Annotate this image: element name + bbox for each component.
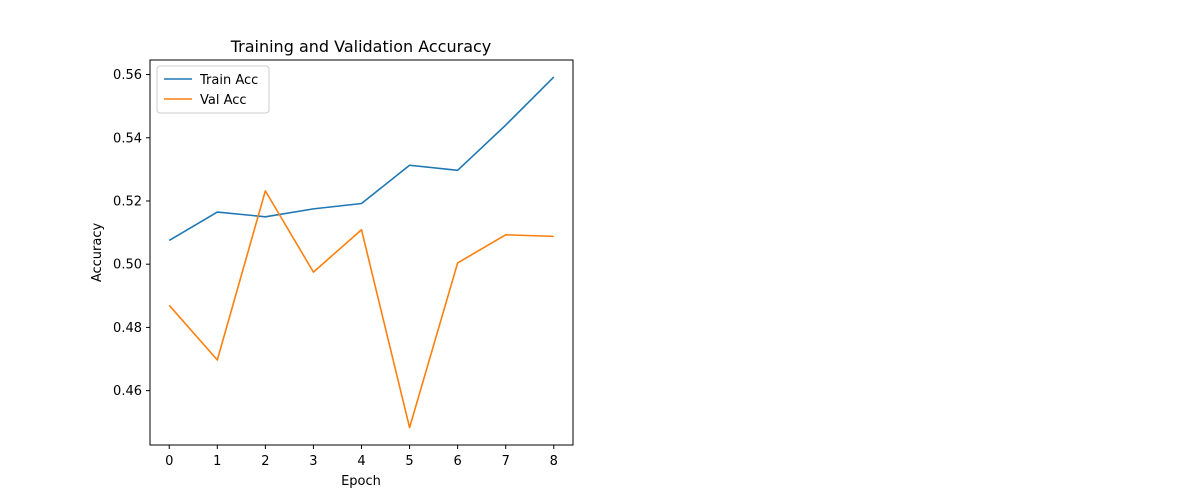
plot-frame <box>149 59 574 446</box>
legend-box <box>156 65 270 114</box>
legend-label-val-acc: Val Acc <box>200 93 247 108</box>
y-tick-label: 0.50 <box>113 258 142 273</box>
plot-area <box>149 59 574 446</box>
series-line-train-acc <box>168 76 555 242</box>
y-axis-label: Accuracy <box>90 223 105 283</box>
x-tick-label: 2 <box>261 454 269 469</box>
y-tick-label: 0.46 <box>113 384 142 399</box>
series-layer <box>168 76 555 429</box>
x-tick-label: 3 <box>309 454 317 469</box>
x-tick-label: 6 <box>453 454 461 469</box>
chart-title: Training and Validation Accuracy <box>230 37 492 56</box>
y-tick-label: 0.56 <box>113 68 142 83</box>
series-line-val-acc <box>168 190 554 429</box>
x-tick-label: 1 <box>213 454 221 469</box>
x-tick-label: 7 <box>502 454 510 469</box>
y-tick-label: 0.52 <box>113 194 142 209</box>
x-axis-label: Epoch <box>341 474 381 489</box>
x-tick-label: 5 <box>405 454 413 469</box>
y-tick-label: 0.54 <box>113 131 142 146</box>
legend-label-train-acc: Train Acc <box>199 73 258 88</box>
x-tick-label: 4 <box>357 454 365 469</box>
x-tick-label: 8 <box>550 454 558 469</box>
y-tick-label: 0.48 <box>113 321 142 336</box>
x-axis-ticks: 0 1 2 3 4 5 6 7 8 <box>165 445 558 469</box>
legend: Train Acc Val Acc <box>156 65 270 114</box>
y-axis-ticks: 0.46 0.48 0.50 0.52 0.54 0.56 <box>113 68 150 399</box>
x-tick-label: 0 <box>165 454 173 469</box>
